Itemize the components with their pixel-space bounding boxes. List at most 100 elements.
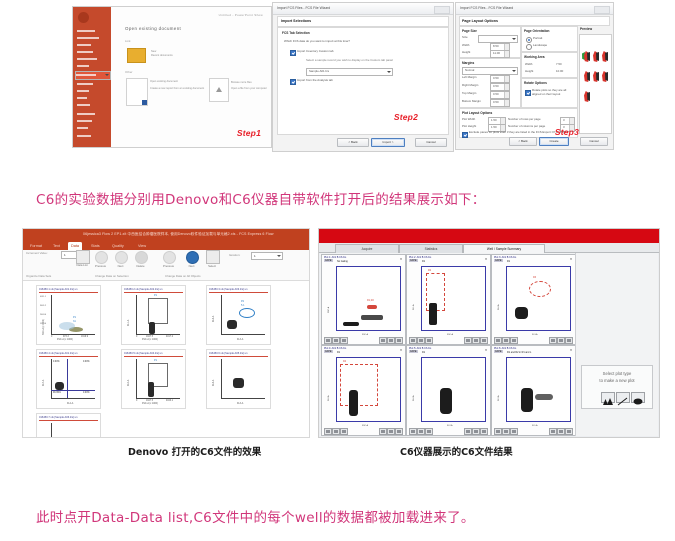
settings-icon[interactable] [387,337,395,344]
previous-button[interactable] [95,251,108,264]
top-margin-input[interactable]: 0.50 [490,91,510,99]
select-button[interactable] [206,250,220,264]
close-icon[interactable] [594,5,610,14]
exclude-panes-checkbox[interactable] [462,132,468,138]
export-icon[interactable] [395,428,403,435]
grid-icon[interactable] [379,337,387,344]
import-analysis-checkbox[interactable] [290,79,296,85]
plot-cell[interactable]: 016450.1.xls [Sample A01.fcs] un SSC-A (… [36,285,101,345]
orientation-portrait-radio[interactable] [526,37,532,43]
data-list-button[interactable] [76,250,90,264]
next-all-button[interactable] [186,251,199,264]
sidebar-item-share-selected[interactable] [75,71,111,80]
gate-region[interactable] [148,363,168,387]
tab-well-sample-summary[interactable]: Well / Sample Summary [463,243,545,253]
select-icon[interactable] [510,428,518,435]
c6-region-gate[interactable] [529,281,551,297]
browse-more-files-tile[interactable] [209,78,229,102]
tab-data[interactable]: Data [68,241,83,250]
pan-icon[interactable] [502,337,510,344]
plot-height-input[interactable]: 1.50 [488,124,506,132]
zoom-icon[interactable] [324,428,332,435]
zoom-icon[interactable] [494,337,502,344]
export-icon[interactable] [480,428,488,435]
plot-cell[interactable]: 016450.5.xls [Sample A04.fcs] un FL2-A F… [121,349,186,409]
next-button[interactable] [115,251,128,264]
plot-cell[interactable]: 016450.7.xls [Sample A06.fcs] un [36,413,101,437]
sidebar-item-print[interactable] [77,64,107,69]
cancel-button[interactable]: Cancel [415,137,447,147]
zoom-icon[interactable] [409,428,417,435]
close-icon[interactable]: ✕ [569,256,573,261]
pan-icon[interactable] [417,337,425,344]
tab-text[interactable]: Text [53,243,60,248]
iteration-select[interactable]: 1 [251,252,283,260]
settings-icon[interactable] [472,428,480,435]
sidebar-item-new[interactable] [77,29,107,34]
plot-cell[interactable]: 016450.2.xls [Sample A02.fcs] un FL1-A F… [121,285,186,345]
c6-plot-cell[interactable]: Plot 3: A01 B C6.fcs GATE: R1 ✕ R3 FL4-A… [491,254,576,345]
cancel-button[interactable]: Cancel [580,136,608,146]
c6-plot-cell[interactable]: Plot 6: A01 B C6.fcs GATE: R1 and R2 in … [491,345,576,436]
export-icon[interactable] [395,337,403,344]
zoom-icon[interactable] [494,428,502,435]
sidebar-item-recent[interactable] [77,36,107,41]
c6-plot-canvas[interactable]: R4 [336,357,401,422]
grid-icon[interactable] [379,428,387,435]
close-icon[interactable]: ✕ [399,256,403,261]
cols-per-page-input[interactable]: 3 [560,124,575,132]
sidebar-item-b[interactable] [77,103,107,108]
c6-plot-canvas[interactable]: R1,R2 [336,266,401,331]
close-icon[interactable]: ✕ [484,347,488,352]
sidebar-item-open[interactable] [77,43,107,48]
c6-plot-canvas[interactable] [506,357,571,422]
page-size-select[interactable] [478,35,518,43]
select-icon[interactable] [425,428,433,435]
pan-icon[interactable] [502,428,510,435]
back-arrow-icon[interactable] [78,12,89,23]
close-icon[interactable] [434,5,450,14]
densityplot-icon[interactable] [631,392,645,405]
import-inventory-checkbox[interactable] [290,50,296,56]
c6-plot-canvas[interactable] [421,357,486,422]
zoom-icon[interactable] [409,337,417,344]
gate-region[interactable] [239,308,255,318]
settings-icon[interactable] [387,428,395,435]
tab-acquire[interactable]: Acquire [335,243,399,253]
create-button[interactable]: Create [539,136,569,146]
select-icon[interactable] [510,337,518,344]
c6-plot-cell[interactable]: Plot 4: A01 B C6.fcs GATE: R1 ✕ R4 FL2-A… [321,345,406,436]
c6-plot-cell[interactable]: Plot 2: A01 B C6.fcs GATE: R1 ✕ R2 FL1-A… [406,254,491,345]
back-button[interactable]: < Back [337,137,369,147]
tab-format[interactable]: Format [30,243,43,248]
pan-icon[interactable] [417,428,425,435]
plot-cell[interactable]: 016450.3.xls [Sample A03.fcs] un FL4-A F… [206,285,271,345]
c6-plot-cell[interactable]: Plot 5: A01 B C6.fcs GATE: R1 ✕ FL4-A FL… [406,345,491,436]
close-icon[interactable]: ✕ [569,347,573,352]
plot-cell[interactable]: 016450.4.xls [Sample A01.fcs] un 0.00% 0… [36,349,101,409]
back-button[interactable]: < Back [509,136,537,146]
bottom-margin-input[interactable]: 0.50 [490,99,510,107]
recent-document-thumbnail[interactable] [127,48,146,63]
close-icon[interactable]: ✕ [399,347,403,352]
select-icon[interactable] [340,428,348,435]
tab-statistics[interactable]: Statistics [399,243,463,253]
zoom-icon[interactable] [324,337,332,344]
pan-icon[interactable] [332,337,340,344]
page-height-input[interactable]: 11.00 [490,50,510,58]
sidebar-item-exit[interactable] [77,134,107,139]
export-icon[interactable] [480,337,488,344]
tab-stats[interactable]: Stats [91,243,100,248]
c6-plot-canvas[interactable]: R3 [506,266,571,331]
settings-icon[interactable] [472,337,480,344]
plot-cell[interactable]: 016450.6.xls [Sample A05.fcs] un FL4-A F… [206,349,271,409]
gate-region[interactable] [148,298,168,324]
sidebar-item-save[interactable] [77,50,107,55]
rotate-plots-checkbox[interactable] [525,90,531,96]
open-existing-document-tile[interactable] [126,78,148,106]
sidebar-item-export[interactable] [77,82,107,87]
c6-plot-cell[interactable]: Plot 1: A01 B C6.fcs GATE: No Gating ✕ R… [321,254,406,345]
tab-quality[interactable]: Quality [112,243,124,248]
delete-button[interactable] [135,251,148,264]
sidebar-item-extra[interactable] [77,126,107,131]
